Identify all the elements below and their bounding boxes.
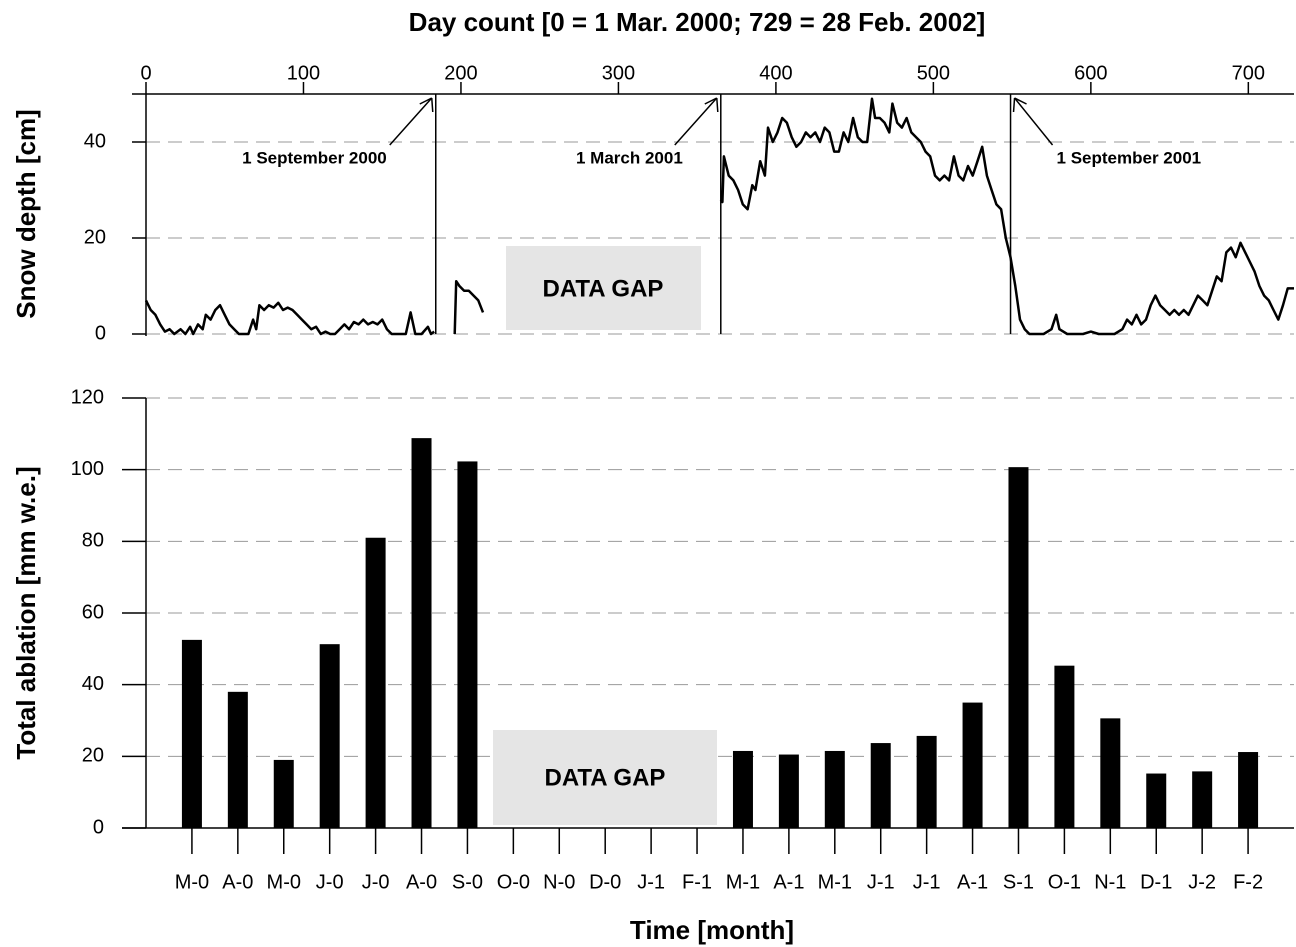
- x-tick-label: J-1: [867, 871, 895, 893]
- x-tick-label: A-1: [957, 871, 988, 893]
- marker-arrow: [1013, 97, 1054, 146]
- bar: [1146, 773, 1167, 828]
- x-tick-label: 200: [444, 62, 477, 84]
- bar: [273, 759, 294, 828]
- x-tick-label: D-1: [1140, 871, 1172, 893]
- bar: [962, 702, 983, 828]
- x-tick-label: 400: [759, 62, 792, 84]
- y-tick-label: 0: [95, 322, 106, 344]
- x-tick-label: S-0: [452, 871, 483, 893]
- bar: [778, 754, 799, 828]
- marker-arrowhead: [704, 97, 719, 113]
- data-gap-box: [506, 246, 701, 330]
- x-tick-label: N-0: [543, 871, 575, 893]
- bar: [732, 750, 753, 828]
- x-tick-label: A-0: [222, 871, 253, 893]
- bar: [181, 639, 202, 828]
- y-tick-label: 0: [93, 816, 104, 838]
- marker-label: 1 March 2001: [576, 148, 683, 167]
- x-tick-label: 100: [287, 62, 320, 84]
- x-tick-label: A-0: [406, 871, 437, 893]
- x-tick-label: M-0: [175, 871, 209, 893]
- x-tick-label: A-1: [773, 871, 804, 893]
- bar: [1054, 665, 1075, 828]
- x-tick-label: 600: [1074, 62, 1107, 84]
- y-tick-label: 20: [82, 745, 104, 767]
- x-tick-label: 700: [1232, 62, 1265, 84]
- x-tick-label: 500: [917, 62, 950, 84]
- y-tick-label: 60: [82, 601, 104, 623]
- marker-arrow: [674, 97, 718, 146]
- x-tick-label: S-1: [1003, 871, 1034, 893]
- bar: [1100, 718, 1121, 828]
- x-tick-label: 300: [602, 62, 635, 84]
- bar: [457, 461, 478, 828]
- x-tick-label: O-1: [1048, 871, 1081, 893]
- x-tick-label: J-0: [362, 871, 390, 893]
- x-tick-label: M-1: [726, 871, 760, 893]
- x-tick-label: J-2: [1188, 871, 1216, 893]
- y-tick-label: 40: [82, 673, 104, 695]
- bar: [916, 735, 937, 828]
- marker-label: 1 September 2001: [1057, 148, 1202, 167]
- marker-arrowhead: [1012, 97, 1027, 113]
- bar: [1192, 771, 1213, 828]
- x-tick-label: F-2: [1233, 871, 1263, 893]
- y-tick-label: 40: [84, 130, 106, 152]
- data-gap-box: [493, 730, 717, 825]
- x-tick-label: M-1: [818, 871, 852, 893]
- bar: [870, 743, 891, 828]
- y-tick-label: 20: [84, 226, 106, 248]
- marker-arrow: [389, 97, 433, 146]
- marker-arrowhead: [419, 97, 434, 113]
- bar: [1008, 467, 1029, 828]
- y-axis-title: Snow depth [cm]: [11, 109, 41, 318]
- x-tick-label: J-0: [316, 871, 344, 893]
- y-axis-title: Total ablation [mm w.e.]: [11, 466, 41, 759]
- marker-label: 1 September 2000: [242, 148, 387, 167]
- bar: [1238, 752, 1259, 828]
- x-tick-label: 0: [140, 62, 151, 84]
- y-tick-label: 100: [71, 458, 104, 480]
- x-tick-label: J-1: [637, 871, 665, 893]
- bar: [319, 644, 340, 828]
- x-tick-label: M-0: [267, 871, 301, 893]
- x-tick-label: D-0: [589, 871, 621, 893]
- data-gap-label: DATA GAP: [543, 275, 664, 302]
- x-tick-label: F-1: [682, 871, 712, 893]
- x-tick-label: J-1: [913, 871, 941, 893]
- x-axis-title: Time [month]: [630, 915, 794, 945]
- data-gap-label: DATA GAP: [545, 764, 666, 791]
- bar: [411, 438, 432, 828]
- x-tick-label: O-0: [497, 871, 530, 893]
- bar: [227, 691, 248, 828]
- snow-depth-line: [144, 97, 1294, 336]
- y-tick-label: 120: [71, 386, 104, 408]
- top-axis-title: Day count [0 = 1 Mar. 2000; 729 = 28 Feb…: [409, 7, 986, 37]
- bar: [824, 750, 845, 828]
- y-tick-label: 80: [82, 530, 104, 552]
- bar: [365, 537, 386, 828]
- x-tick-label: N-1: [1094, 871, 1126, 893]
